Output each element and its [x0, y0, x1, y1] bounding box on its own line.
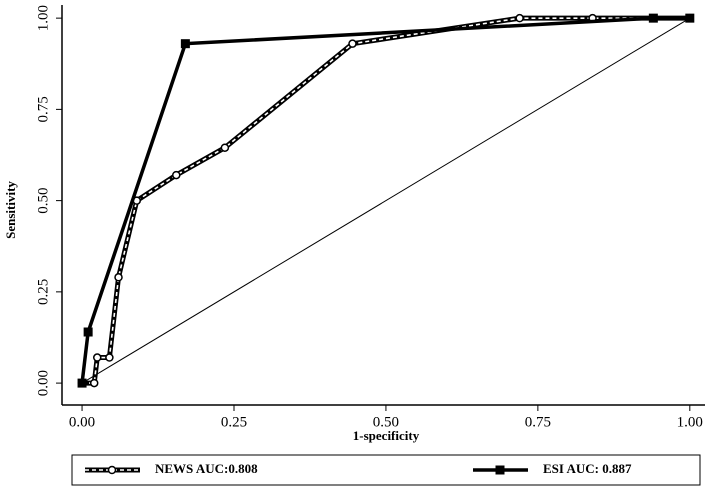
y-tick-label: 0.00	[35, 370, 51, 396]
point	[83, 327, 93, 337]
legend-label: ESI AUC: 0.887	[543, 461, 632, 476]
point	[180, 39, 190, 49]
x-tick-label: 1.00	[677, 414, 703, 430]
reference-line	[81, 17, 691, 384]
point	[685, 13, 695, 23]
series-line-dash	[82, 17, 690, 384]
point	[348, 39, 357, 48]
y-tick-label: 0.50	[35, 187, 51, 213]
legend-box	[71, 454, 701, 486]
x-axis-label: 1-specificity	[353, 428, 420, 443]
x-tick-label: 0.00	[69, 414, 95, 430]
x-tick-label: 0.75	[525, 414, 551, 430]
x-tick-label: 0.50	[373, 414, 399, 430]
point	[114, 273, 123, 282]
point	[89, 378, 99, 388]
x-tick-label: 0.25	[221, 414, 247, 430]
point	[77, 378, 87, 388]
y-tick-label: 0.25	[35, 279, 51, 305]
legend-marker	[495, 465, 505, 475]
y-axis-label: Sensitivity	[3, 181, 18, 239]
point	[92, 353, 102, 362]
legend-label: NEWS AUC:0.808	[155, 461, 258, 476]
point	[515, 13, 524, 23]
point	[105, 353, 114, 362]
point	[172, 170, 181, 180]
legend-marker	[107, 465, 117, 475]
y-tick-label: 0.75	[35, 96, 51, 122]
y-tick-label: 1.00	[35, 5, 51, 31]
point	[648, 13, 658, 23]
point	[220, 143, 230, 152]
